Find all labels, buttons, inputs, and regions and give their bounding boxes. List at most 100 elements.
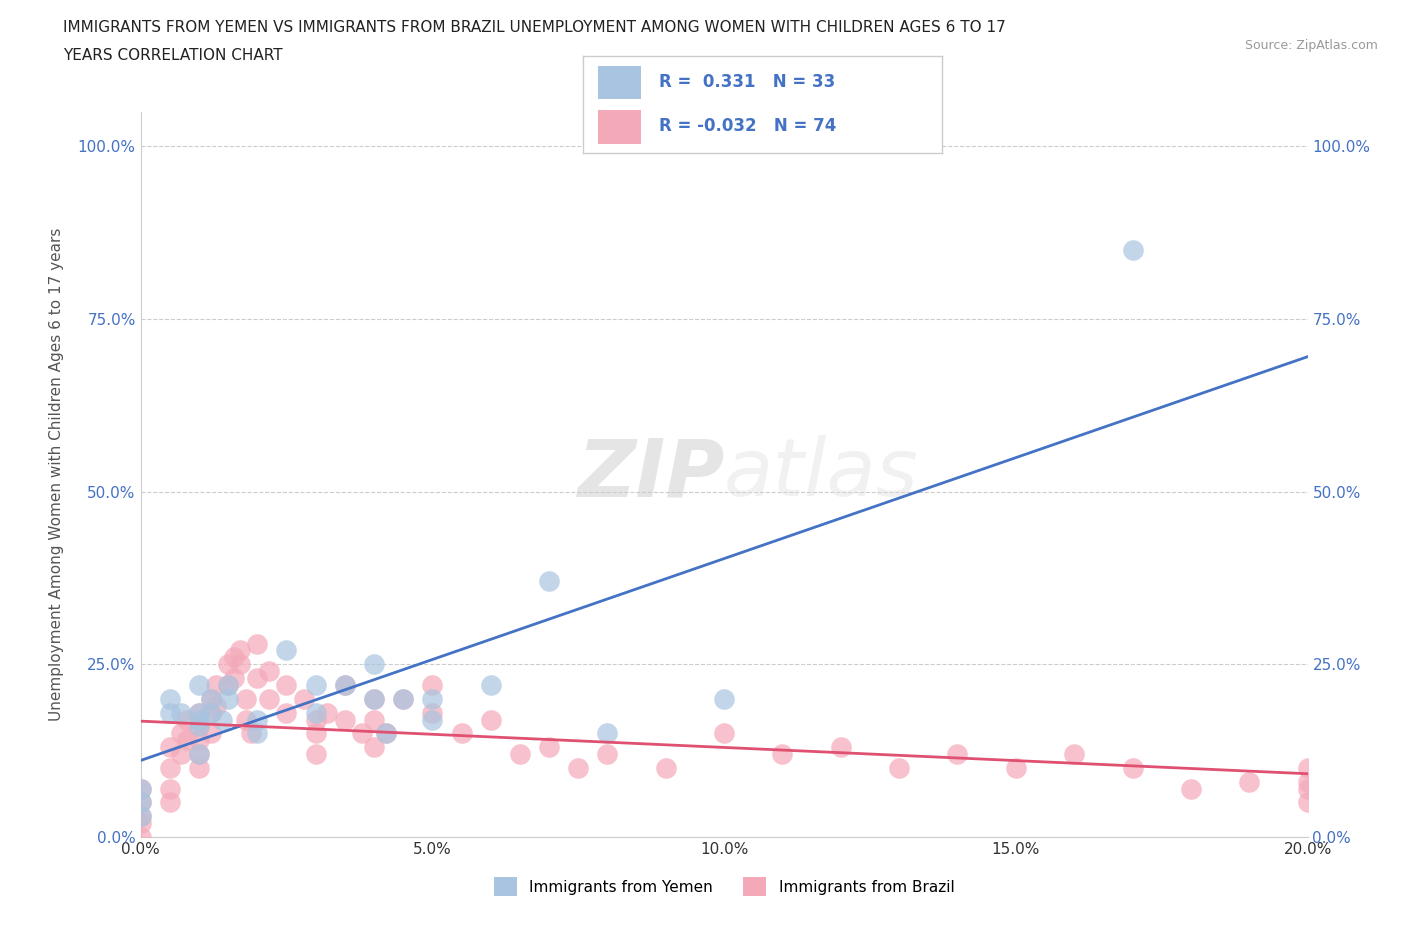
Point [538, 739, 561, 754]
Point [159, 761, 181, 776]
Point [422, 691, 444, 706]
Point [333, 678, 356, 693]
Legend: Immigrants from Yemen, Immigrants from Brazil: Immigrants from Yemen, Immigrants from B… [488, 871, 960, 902]
Point [363, 712, 385, 727]
Point [200, 691, 222, 706]
Point [1180, 781, 1202, 796]
Point [188, 733, 211, 748]
Point [176, 733, 198, 748]
Point [713, 691, 735, 706]
Point [479, 678, 502, 693]
Point [188, 705, 211, 720]
Point [129, 781, 152, 796]
Point [305, 705, 328, 720]
Point [240, 726, 263, 741]
Point [188, 705, 211, 720]
Point [305, 747, 328, 762]
Point [1063, 747, 1085, 762]
Point [229, 657, 252, 671]
Point [246, 726, 269, 741]
Point [1122, 761, 1144, 776]
Point [188, 719, 211, 734]
Point [422, 705, 444, 720]
Point [292, 691, 315, 706]
Point [246, 712, 269, 727]
Point [235, 712, 257, 727]
Point [276, 678, 298, 693]
Point [946, 747, 969, 762]
Point [205, 698, 228, 713]
Point [217, 678, 239, 693]
Point [1296, 761, 1319, 776]
Point [176, 712, 198, 727]
Point [246, 636, 269, 651]
Point [129, 795, 152, 810]
Point [159, 739, 181, 754]
Point [422, 712, 444, 727]
Point [596, 747, 619, 762]
Point [188, 747, 211, 762]
Point [170, 747, 193, 762]
Point [1239, 775, 1261, 790]
Point [1122, 243, 1144, 258]
Point [392, 691, 415, 706]
Text: Source: ZipAtlas.com: Source: ZipAtlas.com [1244, 39, 1378, 52]
Point [257, 664, 280, 679]
Point [1296, 795, 1319, 810]
Point [159, 691, 181, 706]
Point [188, 678, 211, 693]
Point [333, 712, 356, 727]
Point [1296, 781, 1319, 796]
Point [450, 726, 472, 741]
Point [392, 691, 415, 706]
Point [1296, 775, 1319, 790]
Point [129, 795, 152, 810]
Text: atlas: atlas [724, 435, 920, 513]
Point [374, 726, 396, 741]
Point [305, 726, 328, 741]
Point [479, 712, 502, 727]
Point [509, 747, 531, 762]
Point [188, 747, 211, 762]
Point [352, 726, 374, 741]
Point [200, 705, 222, 720]
Point [217, 691, 239, 706]
Point [217, 657, 239, 671]
Point [655, 761, 678, 776]
Point [1005, 761, 1028, 776]
Point [316, 705, 339, 720]
Point [363, 691, 385, 706]
Point [129, 809, 152, 824]
Text: YEARS CORRELATION CHART: YEARS CORRELATION CHART [63, 48, 283, 63]
Point [422, 678, 444, 693]
Bar [598, 66, 641, 99]
Text: R = -0.032   N = 74: R = -0.032 N = 74 [659, 117, 837, 135]
Point [374, 726, 396, 741]
Point [129, 809, 152, 824]
Point [772, 747, 794, 762]
Point [333, 678, 356, 693]
Point [889, 761, 911, 776]
Point [596, 726, 619, 741]
Point [830, 739, 852, 754]
Text: ZIP: ZIP [576, 435, 724, 513]
Point [200, 726, 222, 741]
Point [129, 830, 152, 844]
Point [200, 691, 222, 706]
Point [713, 726, 735, 741]
Point [363, 739, 385, 754]
Point [229, 643, 252, 658]
Point [222, 671, 245, 685]
Point [159, 795, 181, 810]
Point [305, 678, 328, 693]
Point [129, 816, 152, 830]
Point [205, 678, 228, 693]
Point [276, 643, 298, 658]
Point [567, 761, 589, 776]
Point [246, 671, 269, 685]
Point [363, 691, 385, 706]
Point [538, 574, 561, 589]
Point [305, 712, 328, 727]
Point [188, 761, 211, 776]
Point [211, 712, 233, 727]
